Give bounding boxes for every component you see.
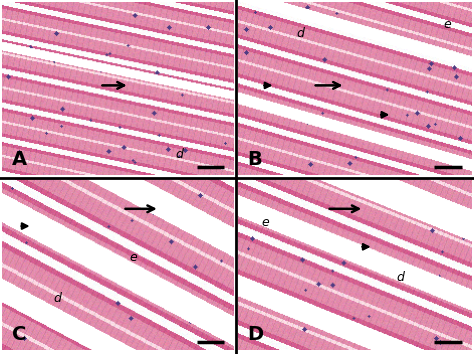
Text: d: d [397,272,405,284]
Text: d: d [53,292,61,305]
Text: B: B [247,150,262,169]
Text: e: e [261,216,269,229]
Text: C: C [12,325,26,344]
Text: e: e [444,18,451,32]
Text: d: d [176,148,184,161]
Text: d: d [296,27,304,40]
Text: e: e [129,251,137,264]
Text: D: D [247,325,264,344]
Text: A: A [12,150,27,169]
